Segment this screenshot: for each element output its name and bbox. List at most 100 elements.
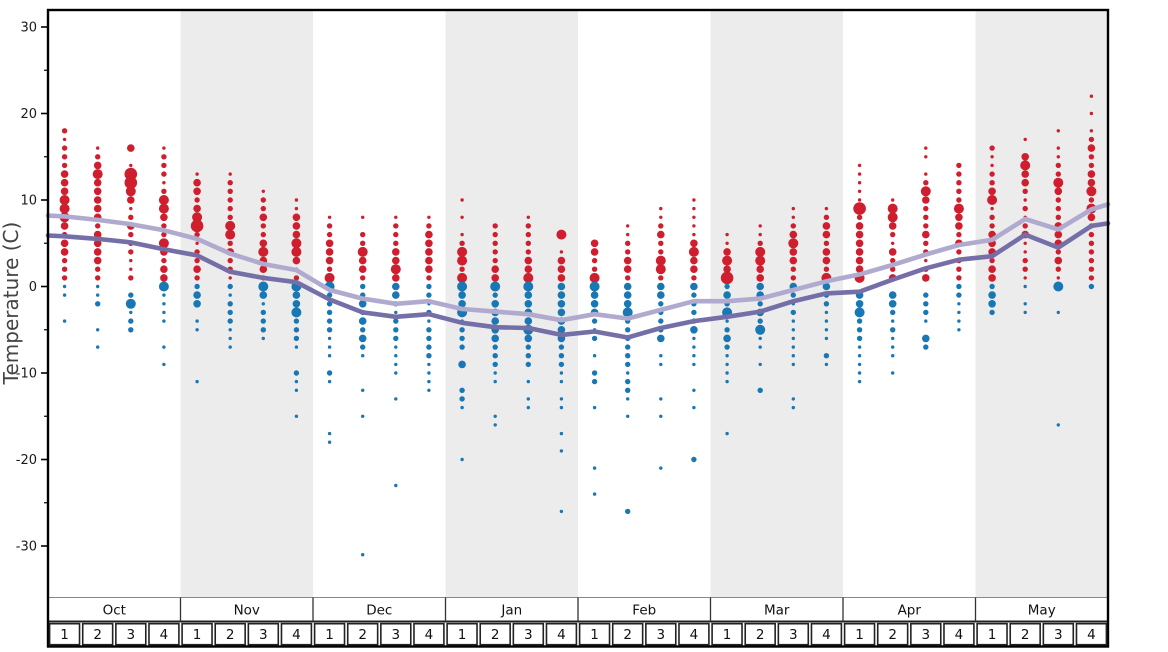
- data-dot: [990, 163, 994, 168]
- data-dot: [788, 238, 799, 249]
- data-dot: [690, 239, 698, 248]
- data-dot: [988, 187, 996, 196]
- data-dot: [62, 293, 67, 297]
- data-dot: [791, 206, 795, 211]
- data-dot: [292, 230, 301, 239]
- week-cell: [1042, 622, 1075, 646]
- data-dot: [989, 309, 995, 316]
- data-dot: [791, 345, 795, 349]
- data-dot: [493, 423, 497, 427]
- data-dot: [458, 291, 466, 299]
- data-dot: [62, 319, 67, 323]
- week-number-label: 2: [623, 627, 632, 643]
- data-dot: [591, 370, 598, 376]
- data-dot: [325, 239, 334, 248]
- data-dot: [128, 231, 134, 238]
- data-dot: [924, 172, 928, 176]
- data-dot: [823, 266, 830, 272]
- data-dot: [127, 144, 135, 152]
- data-dot: [855, 248, 864, 256]
- data-dot: [525, 231, 531, 238]
- data-dot: [691, 275, 697, 281]
- data-dot: [857, 362, 862, 367]
- data-dot: [92, 169, 103, 180]
- data-dot: [856, 335, 863, 342]
- data-dot: [557, 256, 566, 265]
- data-dot: [426, 292, 432, 298]
- data-dot: [259, 265, 268, 274]
- data-dot: [758, 362, 762, 367]
- data-dot: [228, 293, 232, 297]
- data-dot: [857, 181, 862, 185]
- data-dot: [326, 309, 333, 316]
- data-dot: [1021, 170, 1029, 178]
- data-dot: [758, 232, 762, 237]
- data-dot: [855, 300, 864, 308]
- data-dot: [888, 300, 897, 308]
- data-dot: [891, 336, 895, 341]
- data-dot: [725, 371, 729, 375]
- data-dot: [162, 319, 166, 323]
- data-dot: [491, 300, 500, 308]
- data-dot: [790, 275, 796, 281]
- data-dot: [227, 188, 233, 194]
- data-dot: [790, 292, 796, 298]
- data-dot: [658, 223, 664, 229]
- data-dot: [987, 195, 998, 205]
- data-dot: [1056, 155, 1061, 159]
- data-dot: [891, 345, 895, 349]
- data-dot: [393, 318, 399, 324]
- data-dot: [327, 345, 332, 349]
- data-dot: [955, 222, 963, 230]
- week-number-label: 3: [392, 627, 401, 643]
- data-dot: [657, 334, 665, 343]
- data-dot: [128, 275, 134, 281]
- data-dot: [625, 327, 631, 333]
- data-dot: [459, 266, 465, 272]
- data-dot: [856, 214, 863, 220]
- data-dot: [1023, 137, 1027, 142]
- data-dot: [923, 292, 929, 298]
- data-dot: [920, 186, 931, 197]
- data-dot: [1088, 283, 1095, 290]
- week-number-label: 3: [789, 627, 798, 643]
- data-dot: [128, 318, 134, 324]
- data-dot: [757, 318, 763, 324]
- data-dot: [956, 162, 962, 169]
- data-dot: [526, 397, 530, 401]
- data-dot: [61, 257, 68, 264]
- data-dot: [922, 334, 930, 343]
- data-dot: [692, 336, 696, 341]
- data-dot: [258, 246, 269, 257]
- data-dot: [294, 345, 299, 349]
- y-tick-label: 10: [20, 194, 37, 209]
- data-dot: [427, 388, 431, 392]
- data-dot: [790, 309, 796, 316]
- data-dot: [625, 378, 631, 385]
- data-dot: [492, 344, 498, 350]
- data-dot: [327, 379, 332, 384]
- data-dot: [460, 215, 464, 219]
- data-dot: [956, 292, 962, 298]
- data-dot: [956, 171, 962, 177]
- chart-frame: [46, 8, 1110, 648]
- data-dot: [589, 281, 600, 292]
- data-dot: [989, 145, 995, 151]
- week-cell: [777, 622, 810, 646]
- data-dot: [658, 275, 664, 281]
- data-dot: [724, 327, 730, 333]
- week-number-label: 2: [1021, 627, 1030, 643]
- data-dot: [158, 281, 169, 292]
- data-dot: [459, 335, 465, 342]
- data-dot: [227, 309, 233, 316]
- week-cell: [148, 622, 180, 646]
- data-dot: [725, 319, 729, 323]
- data-dot: [523, 281, 534, 292]
- week-number-label: 4: [690, 627, 699, 643]
- data-dot: [592, 492, 597, 496]
- data-dot: [162, 293, 166, 297]
- data-dot: [227, 214, 233, 220]
- data-dot: [1056, 146, 1061, 150]
- data-dot: [61, 275, 68, 281]
